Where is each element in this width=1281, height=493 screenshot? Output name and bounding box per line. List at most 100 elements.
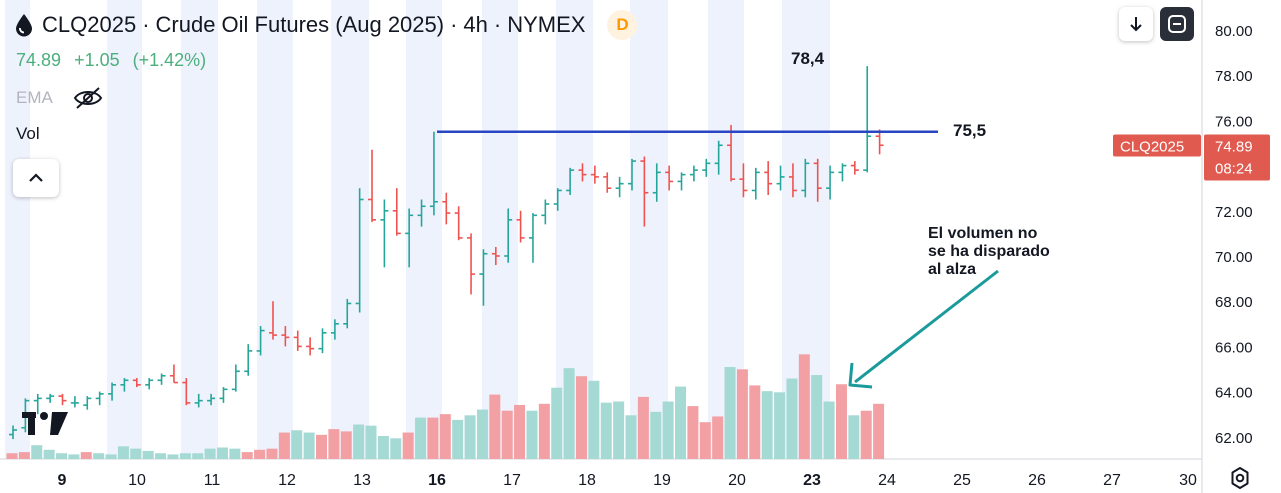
tradingview-logo[interactable]	[22, 412, 68, 435]
time-tick-label: 11	[204, 472, 221, 489]
ohlc-bar	[467, 233, 476, 295]
symbol-name[interactable]: CLQ2025	[42, 12, 137, 37]
ohlc-bar	[863, 66, 872, 173]
volume-bar	[328, 429, 340, 459]
note-annotation-line: El volumen no	[928, 225, 1038, 242]
session-band	[482, 0, 518, 459]
volume-indicator-legend[interactable]: Vol	[16, 124, 40, 143]
delayed-data-badge[interactable]: D	[607, 10, 638, 40]
ohlc-bar	[368, 149, 377, 223]
scroll-to-latest-button[interactable]	[1119, 7, 1153, 41]
volume-bar	[774, 392, 786, 459]
ohlc-bar	[95, 391, 104, 406]
volume-bar	[575, 376, 587, 459]
volume-bar	[476, 409, 488, 459]
header-separator: ·	[450, 12, 458, 37]
ohlc-bar	[108, 382, 117, 401]
volume-bar	[316, 434, 327, 459]
volume-bar	[415, 417, 427, 459]
session-band	[5, 0, 30, 459]
volume-bar	[786, 378, 798, 459]
time-tick-label: 20	[728, 472, 746, 489]
oil-drop-icon	[16, 14, 32, 37]
ohlc-bar	[380, 199, 389, 268]
volume-bar	[117, 446, 129, 459]
ohlc-bar	[788, 163, 797, 198]
fullscreen-icon	[1168, 15, 1186, 33]
volume-bar	[68, 454, 80, 459]
price-axis[interactable]: 80.0078.0076.0074.0072.0070.0068.0066.00…	[1215, 23, 1253, 447]
volume-bar	[563, 368, 575, 459]
ohlc-bar	[46, 393, 55, 403]
volume-bar	[662, 401, 674, 459]
time-tick-label: 19	[653, 472, 671, 489]
ohlc-bar	[826, 165, 835, 200]
session-band	[257, 0, 293, 459]
ohlc-bar	[120, 378, 129, 392]
ohlc-bar	[194, 393, 203, 408]
exchange-label: NYMEX	[507, 12, 586, 37]
volume-bar	[179, 453, 191, 459]
ohlc-bar	[541, 199, 550, 225]
ema-label: EMA	[16, 88, 53, 107]
volume-bar	[142, 450, 154, 459]
time-tick-label: 25	[953, 472, 971, 489]
symbol-price-tag-label: CLQ2025	[1120, 138, 1184, 155]
ohlc-bar	[504, 208, 513, 263]
price-tick-label: 70.00	[1215, 249, 1253, 266]
volume-bar	[56, 453, 68, 459]
volume-bar	[278, 432, 290, 459]
ohlc-bar	[739, 163, 748, 198]
volume-bar	[823, 401, 835, 459]
time-tick-label: 27	[1103, 472, 1121, 489]
time-tick-label: 17	[503, 472, 521, 489]
ohlc-bar	[801, 158, 810, 198]
ohlc-bar	[516, 210, 525, 243]
current-price-value: 74.89	[1215, 138, 1253, 155]
instrument-description: Crude Oil Futures (Aug 2025)	[155, 12, 445, 37]
header-separator: ·	[142, 12, 150, 37]
ohlc-bar	[665, 165, 674, 191]
ohlc-bar	[590, 165, 599, 184]
volume-bar	[43, 449, 55, 459]
volume-bar	[192, 453, 204, 459]
price-tick-label: 80.00	[1215, 23, 1253, 40]
volume-bar	[6, 453, 18, 459]
bar-countdown: 08:24	[1215, 160, 1253, 177]
volume-bar	[489, 394, 501, 459]
chart-settings-button[interactable]	[1226, 464, 1254, 492]
ema-indicator-legend[interactable]: EMA	[16, 85, 103, 111]
note-annotation-line: al alza	[928, 261, 976, 278]
volume-bar	[18, 452, 30, 459]
volume-bar	[93, 453, 105, 459]
volume-bar	[514, 404, 526, 459]
session-band	[630, 0, 668, 459]
gear-icon	[1231, 467, 1249, 489]
collapse-legend-button[interactable]	[13, 159, 59, 197]
volume-bar	[724, 367, 736, 459]
eye-off-icon[interactable]	[73, 85, 103, 111]
fullscreen-button[interactable]	[1160, 7, 1194, 41]
volume-bar	[266, 448, 278, 459]
ohlc-bar	[442, 192, 451, 225]
ohlc-bar	[689, 165, 698, 182]
volume-bar	[241, 452, 253, 459]
volume-bar	[811, 375, 823, 459]
time-axis[interactable]: 9 10 11 12 13 16 17 18 19 20 23 24 25 26 27 30	[58, 472, 1197, 489]
annotation-arrow[interactable]	[854, 269, 999, 384]
ohlc-bar	[776, 165, 785, 191]
price-tick-label: 62.00	[1215, 430, 1253, 447]
high-annotation: 78,4	[791, 49, 825, 68]
quote-line: 74.89 +1.05 (+1.42%)	[16, 50, 214, 71]
volume-bar	[650, 411, 662, 459]
volume-bar	[452, 419, 464, 459]
price-change-percent: (+1.42%)	[132, 50, 207, 70]
interval-label[interactable]: 4h	[463, 12, 488, 37]
time-tick-label: 12	[278, 472, 296, 489]
volume-bar	[860, 410, 872, 459]
volume-bar	[637, 396, 649, 459]
price-change: +1.05	[74, 50, 120, 70]
ohlc-bar	[875, 129, 884, 155]
ohlc-bar	[429, 131, 438, 216]
